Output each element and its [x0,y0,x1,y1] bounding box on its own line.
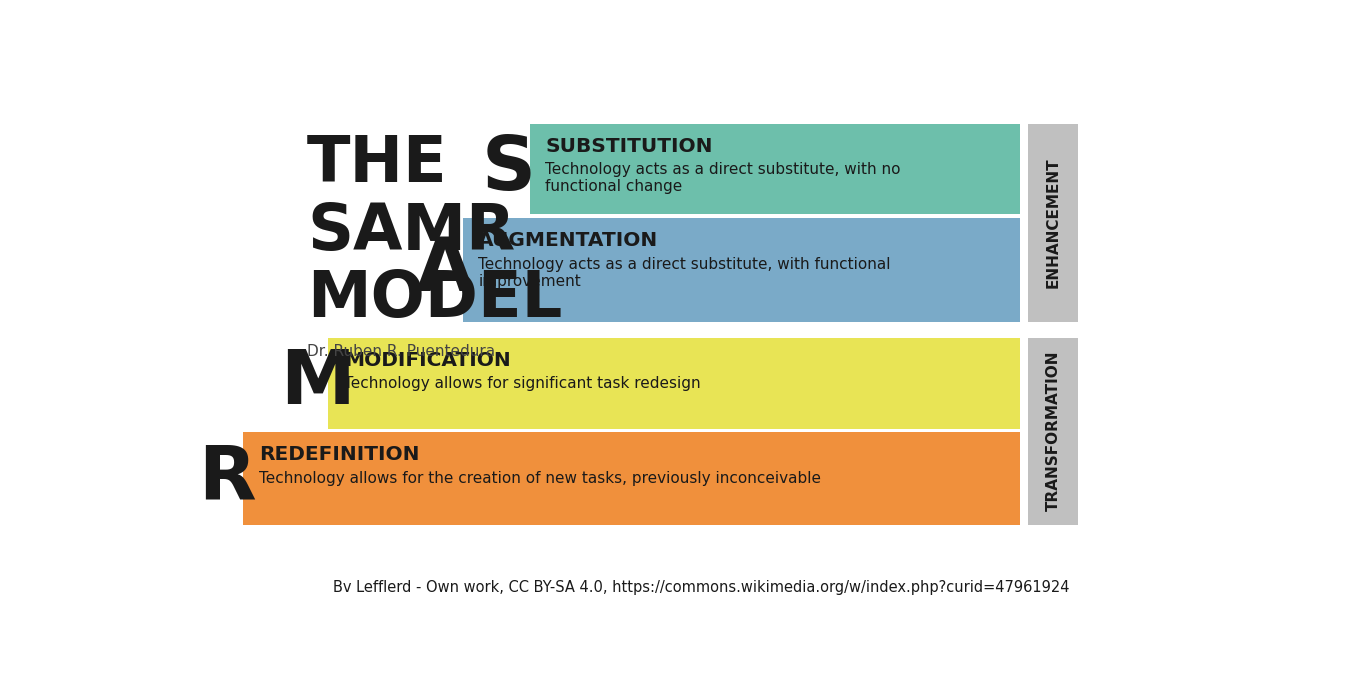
Text: SUBSTITUTION: SUBSTITUTION [545,137,713,156]
Text: R: R [197,442,256,515]
FancyBboxPatch shape [329,338,1020,429]
Text: A: A [415,234,474,307]
Text: Bv Lefflerd - Own work, CC BY-SA 4.0, https://commons.wikimedia.org/w/index.php?: Bv Lefflerd - Own work, CC BY-SA 4.0, ht… [334,580,1069,594]
FancyBboxPatch shape [1028,338,1079,525]
Text: THE: THE [307,133,448,195]
Text: SAMR: SAMR [307,200,515,263]
Text: M: M [281,347,355,420]
FancyBboxPatch shape [1028,124,1079,322]
Text: ENHANCEMENT: ENHANCEMENT [1046,158,1061,288]
FancyBboxPatch shape [244,433,1020,525]
Text: Technology acts as a direct substitute, with no
functional change: Technology acts as a direct substitute, … [545,162,901,194]
Text: TRANSFORMATION: TRANSFORMATION [1046,351,1061,511]
Text: Technology allows for significant task redesign: Technology allows for significant task r… [344,376,701,391]
FancyBboxPatch shape [530,124,1020,215]
Text: Technology acts as a direct substitute, with functional
improvement: Technology acts as a direct substitute, … [478,257,891,289]
Text: REDEFINITION: REDEFINITION [259,445,419,464]
Text: MODIFICATION: MODIFICATION [344,351,511,370]
Text: S: S [482,133,537,206]
FancyBboxPatch shape [463,218,1020,322]
Text: Dr. Ruben R. Puentedura: Dr. Ruben R. Puentedura [307,344,496,359]
Text: AUGMENTATION: AUGMENTATION [478,232,658,250]
Text: Technology allows for the creation of new tasks, previously inconceivable: Technology allows for the creation of ne… [259,471,821,486]
Text: MODEL: MODEL [307,268,563,330]
